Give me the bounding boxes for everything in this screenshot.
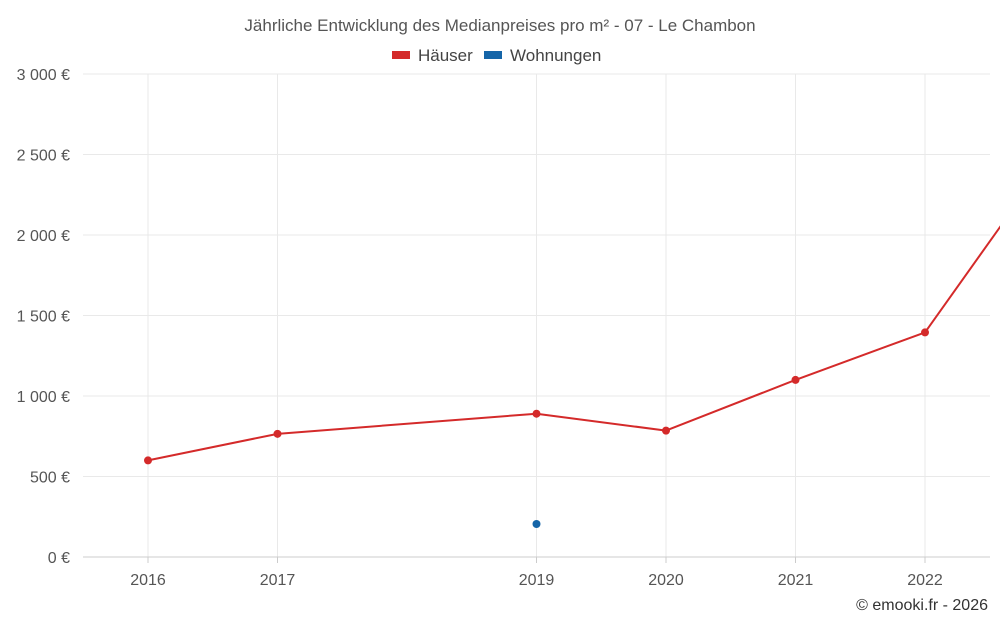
y-tick-label: 2 500 € (17, 148, 70, 165)
legend-label: Häuser (418, 46, 473, 65)
x-tick-label: 2019 (519, 572, 555, 589)
legend-swatch (392, 51, 410, 59)
y-tick-label: 3 000 € (17, 67, 70, 84)
series-wohnungen (532, 519, 541, 528)
y-tick-label: 1 000 € (17, 389, 70, 406)
y-axis: 0 € 500 € 1 000 € 1 500 € 2 000 € 2 500 € 3 00… (17, 67, 70, 567)
legend-swatch (484, 51, 502, 59)
data-point[interactable] (662, 426, 670, 435)
y-tick-label: 500 € (30, 470, 70, 487)
series-line (147, 225, 1000, 462)
y-tick-label: 0 € (48, 550, 70, 567)
legend-item[interactable]: Häuser (392, 46, 473, 65)
series-layer (144, 225, 1000, 528)
y-tick-label: 2 000 € (17, 228, 70, 245)
y-tick-label: 1 500 € (17, 309, 70, 326)
grid (83, 73, 990, 557)
data-point[interactable] (273, 429, 282, 438)
x-tick-label: 2016 (130, 572, 166, 589)
x-tick-label: 2022 (907, 572, 943, 589)
data-point[interactable] (921, 328, 929, 337)
data-point[interactable] (144, 456, 152, 465)
series-häuser (144, 225, 1000, 465)
data-point[interactable] (532, 409, 541, 418)
x-tick-label: 2017 (260, 572, 296, 589)
legend-label: Wohnungen (510, 46, 601, 65)
legend-item[interactable]: Wohnungen (484, 46, 601, 65)
x-tick-label: 2021 (778, 572, 814, 589)
x-axis: 2016201720192020202120222023 (83, 556, 990, 589)
x-tick-label: 2020 (648, 572, 684, 589)
credit-text: © emooki.fr - 2026 (856, 597, 988, 614)
chart-title: Jährliche Entwicklung des Medianpreises … (244, 16, 755, 35)
data-point[interactable] (791, 375, 800, 384)
data-point[interactable] (532, 519, 541, 528)
legend: Häuser Wohnungen (392, 46, 601, 65)
